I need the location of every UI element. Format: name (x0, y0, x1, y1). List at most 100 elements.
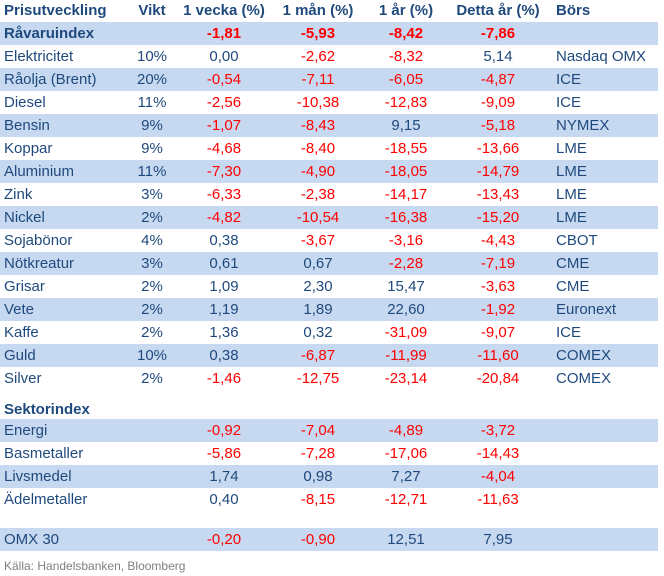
exchange-cell (548, 465, 658, 488)
value-cell: -31,09 (384, 324, 428, 341)
value-cell: -0,54 (176, 68, 272, 91)
spacer-row (0, 511, 658, 528)
table-row: Diesel 11% -2,56 -10,38 -12,83 -9,09 ICE (0, 91, 658, 114)
value-cell: -3,72 (448, 419, 548, 442)
exchange-cell: ICE (556, 94, 582, 111)
value-cell: -4,68 (206, 140, 242, 157)
weight-cell: 10% (136, 48, 168, 65)
value-cell: 15,47 (387, 278, 425, 295)
value-cell: -11,60 (448, 344, 548, 367)
header-row: Prisutveckling Vikt 1 vecka (%) 1 mån (%… (0, 0, 658, 22)
spacer-cell (0, 511, 658, 528)
value-cell: -12,83 (384, 94, 428, 111)
spacer-cell (0, 390, 658, 400)
weight-cell: 2% (141, 370, 163, 387)
value-cell: 0,98 (272, 465, 364, 488)
value-cell: -11,63 (477, 491, 519, 508)
value-cell: -1,81 (176, 22, 272, 45)
exchange-cell: LME (556, 140, 587, 157)
exchange-cell: CME (556, 278, 590, 295)
table-row: Nickel 2% -4,82 -10,54 -16,38 -15,20 LME (0, 206, 658, 229)
col-header-1-ar: 1 år (%) (378, 2, 434, 19)
weight-cell: 2% (128, 298, 176, 321)
value-cell: -8,32 (388, 48, 424, 65)
row-label: Nötkreatur (0, 252, 128, 275)
value-cell: -4,90 (272, 160, 364, 183)
exchange-cell: ICE (548, 68, 658, 91)
value-cell: -14,43 (476, 445, 520, 462)
exchange-cell: LME (548, 160, 658, 183)
value-cell: -14,17 (384, 186, 428, 203)
weight-cell (128, 419, 176, 442)
col-header-1-man: 1 mån (%) (282, 2, 354, 19)
exchange-cell (548, 528, 658, 551)
sector-section-title: Sektorindex (4, 401, 90, 418)
weight-cell: 9% (141, 140, 163, 157)
weight-cell (128, 488, 176, 511)
value-cell: -1,07 (176, 114, 272, 137)
value-cell: -17,06 (384, 445, 428, 462)
weight-cell (128, 22, 176, 45)
col-header-1-vecka: 1 vecka (%) (183, 2, 265, 19)
value-cell: -8,42 (364, 22, 448, 45)
weight-cell: 9% (128, 114, 176, 137)
sector-section-title-row: Sektorindex (0, 400, 658, 419)
weight-cell: 3% (141, 186, 163, 203)
value-cell: -2,28 (364, 252, 448, 275)
table-row: Sojabönor 4% 0,38 -3,67 -3,16 -4,43 CBOT (0, 229, 658, 252)
value-cell: 0,38 (209, 232, 239, 249)
value-cell: -10,54 (272, 206, 364, 229)
value-cell: 1,19 (176, 298, 272, 321)
value-cell: 0,00 (209, 48, 239, 65)
table-row: Nötkreatur 3% 0,61 0,67 -2,28 -7,19 CME (0, 252, 658, 275)
value-cell: -1,92 (448, 298, 548, 321)
col-header-vikt: Vikt (138, 2, 166, 19)
source-note: Källa: Handelsbanken, Bloomberg (4, 559, 186, 573)
table-row: Ädelmetaller 0,40 -8,15 -12,71 -11,63 (0, 488, 658, 511)
value-cell: -12,75 (296, 370, 340, 387)
table-row: Råolja (Brent) 20% -0,54 -7,11 -6,05 -4,87 ICE (0, 68, 658, 91)
row-label: Vete (0, 298, 128, 321)
weight-cell: 20% (128, 68, 176, 91)
value-cell: 5,14 (483, 48, 513, 65)
row-label: Energi (0, 419, 128, 442)
value-cell: -9,09 (480, 94, 516, 111)
value-cell: -4,04 (448, 465, 548, 488)
value-cell: 7,95 (448, 528, 548, 551)
value-cell: 1,36 (209, 324, 239, 341)
row-label: Guld (0, 344, 128, 367)
exchange-cell: COMEX (548, 344, 658, 367)
table-row: Råvaruindex -1,81 -5,93 -8,42 -7,86 (0, 22, 658, 45)
exchange-cell: NYMEX (548, 114, 658, 137)
value-cell: -7,11 (272, 68, 364, 91)
row-label: Zink (4, 186, 33, 203)
value-cell: -8,15 (300, 491, 336, 508)
value-cell: -2,56 (206, 94, 242, 111)
value-cell: -1,46 (206, 370, 242, 387)
value-cell: 0,67 (272, 252, 364, 275)
row-label: Elektricitet (4, 48, 74, 65)
value-cell: -7,04 (272, 419, 364, 442)
weight-cell: 2% (141, 324, 163, 341)
col-header-detta-ar: Detta år (%) (456, 2, 540, 19)
value-cell: 22,60 (364, 298, 448, 321)
value-cell: -7,19 (448, 252, 548, 275)
table-row: Silver 2% -1,46 -12,75 -23,14 -20,84 COMEX (0, 367, 658, 390)
value-cell: 0,38 (176, 344, 272, 367)
weight-cell: 11% (137, 94, 167, 111)
row-label: Ädelmetaller (4, 491, 88, 508)
row-label: Bensin (0, 114, 128, 137)
value-cell: -6,05 (364, 68, 448, 91)
table-body: Råvaruindex -1,81 -5,93 -8,42 -7,86 Elektrici… (0, 22, 658, 551)
weight-cell (128, 442, 176, 465)
value-cell: -3,67 (300, 232, 336, 249)
value-cell: 7,27 (364, 465, 448, 488)
table-row: Bensin 9% -1,07 -8,43 9,15 -5,18 NYMEX (0, 114, 658, 137)
value-cell: 1,89 (272, 298, 364, 321)
col-header-bors: Börs (556, 2, 591, 19)
exchange-cell (548, 442, 658, 465)
value-cell: -4,89 (364, 419, 448, 442)
table-row: Basmetaller -5,86 -7,28 -17,06 -14,43 (0, 442, 658, 465)
table-row: Elektricitet 10% 0,00 -2,62 -8,32 5,14 Nasdaq … (0, 45, 658, 68)
weight-cell (128, 528, 176, 551)
